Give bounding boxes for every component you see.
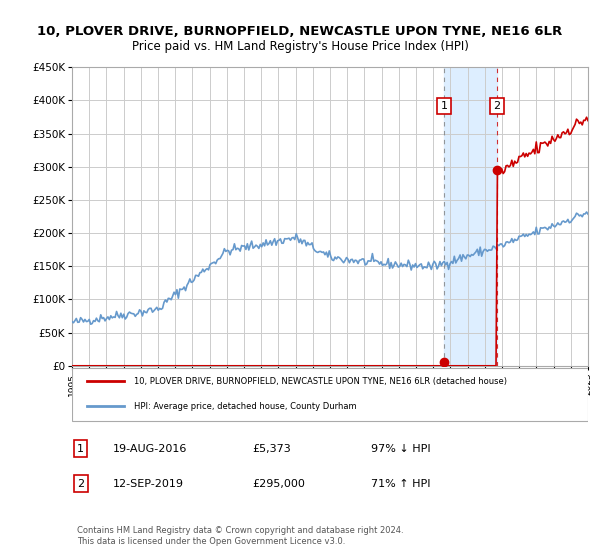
Text: 2: 2 <box>77 479 84 489</box>
Text: 10, PLOVER DRIVE, BURNOPFIELD, NEWCASTLE UPON TYNE, NE16 6LR: 10, PLOVER DRIVE, BURNOPFIELD, NEWCASTLE… <box>37 25 563 38</box>
Text: 2: 2 <box>493 101 500 111</box>
Text: 10, PLOVER DRIVE, BURNOPFIELD, NEWCASTLE UPON TYNE, NE16 6LR (detached house): 10, PLOVER DRIVE, BURNOPFIELD, NEWCASTLE… <box>134 377 507 386</box>
Text: 1: 1 <box>440 101 448 111</box>
Text: 71% ↑ HPI: 71% ↑ HPI <box>371 479 431 489</box>
Text: Contains HM Land Registry data © Crown copyright and database right 2024.
This d: Contains HM Land Registry data © Crown c… <box>77 526 404 545</box>
Text: £295,000: £295,000 <box>253 479 305 489</box>
Text: 97% ↓ HPI: 97% ↓ HPI <box>371 444 431 454</box>
Text: HPI: Average price, detached house, County Durham: HPI: Average price, detached house, Coun… <box>134 402 356 410</box>
Text: 1: 1 <box>77 444 84 454</box>
Text: 19-AUG-2016: 19-AUG-2016 <box>113 444 188 454</box>
Text: Price paid vs. HM Land Registry's House Price Index (HPI): Price paid vs. HM Land Registry's House … <box>131 40 469 53</box>
Text: £5,373: £5,373 <box>253 444 292 454</box>
Text: 12-SEP-2019: 12-SEP-2019 <box>113 479 184 489</box>
FancyBboxPatch shape <box>72 368 588 421</box>
Bar <box>444 67 497 366</box>
